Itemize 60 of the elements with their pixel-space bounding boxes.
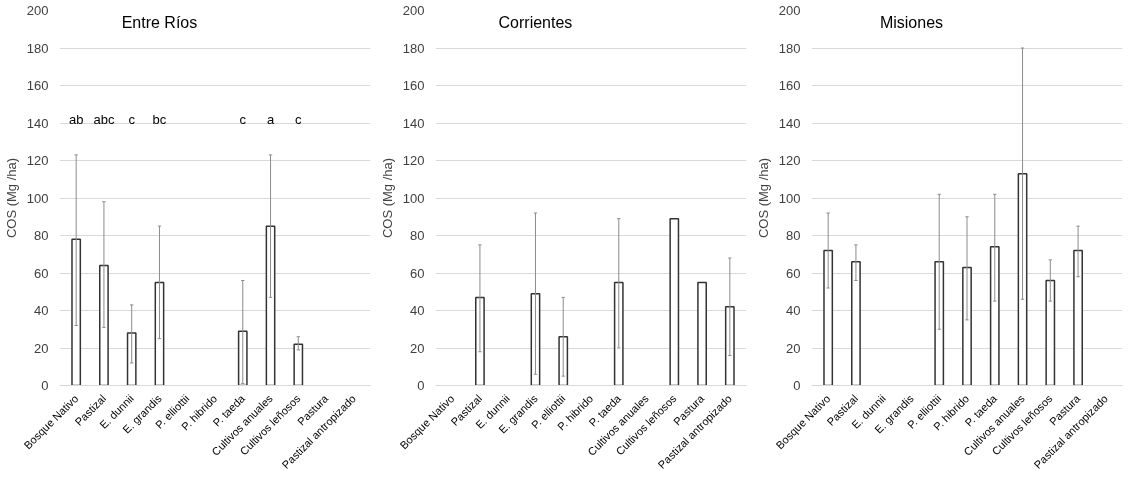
bar — [71, 238, 82, 386]
bar — [669, 217, 680, 386]
bar — [724, 306, 735, 386]
y-tick-label: 200 — [402, 3, 425, 18]
y-axis-title: COS (Mg /ha) — [379, 157, 395, 239]
y-tick-label: 40 — [410, 303, 425, 318]
y-tick-label: 20 — [410, 340, 425, 356]
annotation: ab — [68, 111, 84, 127]
bar — [934, 261, 945, 386]
y-tick-label: 60 — [410, 265, 425, 281]
y-tick-label: 60 — [786, 265, 801, 281]
bar — [126, 332, 137, 386]
bar — [613, 281, 624, 386]
y-tick-label: 120 — [26, 153, 49, 168]
chart-title: Misiones — [879, 14, 944, 32]
y-tick-label: 160 — [402, 78, 425, 93]
bar — [989, 246, 1000, 386]
chart-title: Entre Ríos — [121, 14, 198, 32]
y-tick-label: 180 — [26, 40, 49, 56]
annotation: abc — [93, 111, 115, 127]
annotation: bc — [152, 111, 167, 127]
y-tick-label: 160 — [26, 78, 49, 93]
y-axis-title: COS (Mg /ha) — [755, 157, 771, 239]
y-tick-label: 80 — [786, 228, 801, 243]
y-tick-label: 80 — [34, 228, 49, 243]
y-tick-label: 100 — [778, 190, 801, 206]
y-tick-label: 60 — [34, 265, 49, 281]
y-tick-label: 0 — [41, 378, 49, 393]
bar — [823, 249, 834, 386]
y-tick-label: 200 — [778, 3, 801, 18]
bar — [1045, 279, 1056, 386]
y-tick-label: 120 — [402, 153, 425, 168]
y-tick-label: 0 — [793, 378, 801, 393]
y-tick-label: 20 — [786, 340, 801, 356]
y-tick-label: 180 — [402, 40, 425, 56]
y-tick-label: 140 — [26, 115, 49, 131]
bar — [265, 225, 276, 386]
y-tick-label: 200 — [26, 3, 49, 18]
y-tick-label: 180 — [778, 40, 801, 56]
bar — [697, 281, 707, 386]
y-tick-label: 40 — [34, 303, 49, 318]
y-tick-label: 140 — [778, 115, 801, 131]
y-tick-label: 100 — [402, 190, 425, 206]
bar — [1073, 249, 1083, 386]
y-tick-label: 80 — [410, 228, 425, 243]
y-tick-label: 140 — [402, 115, 425, 131]
y-tick-label: 100 — [26, 190, 49, 206]
annotation: c — [128, 111, 136, 127]
y-tick-label: 160 — [778, 78, 801, 93]
chart-title: Corrientes — [498, 14, 573, 32]
y-tick-label: 40 — [786, 303, 801, 318]
bar — [293, 343, 304, 386]
annotation: c — [295, 111, 303, 127]
annotation: a — [266, 111, 275, 127]
y-tick-label: 120 — [778, 153, 801, 168]
y-tick-label: 20 — [34, 340, 49, 356]
annotation: c — [239, 111, 247, 127]
y-axis-title: COS (Mg /ha) — [3, 157, 19, 239]
y-tick-label: 0 — [417, 378, 425, 393]
bar — [851, 261, 861, 386]
